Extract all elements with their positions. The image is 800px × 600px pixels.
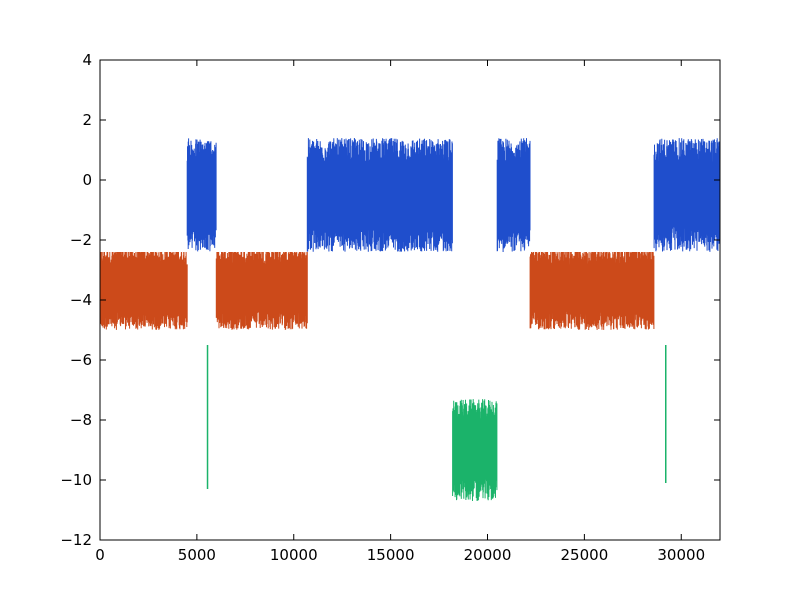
y-tick-label: 4 — [82, 51, 92, 69]
series-mid-segment-1 — [215, 251, 308, 330]
series-low — [206, 345, 667, 502]
series-mid-segment-2 — [529, 251, 655, 331]
series-high-segment-3 — [653, 138, 720, 252]
x-tick-label: 30000 — [657, 546, 705, 564]
x-tick-label: 0 — [95, 546, 105, 564]
series-mid-segment-0 — [100, 251, 188, 330]
series-high-segment-1 — [306, 137, 453, 252]
y-axis: −12 −10 −8 −6 −4 −2 0 2 4 — [60, 51, 720, 549]
series-mid — [100, 251, 655, 331]
x-tick-label: 10000 — [270, 546, 318, 564]
x-tick-label: 5000 — [178, 546, 216, 564]
series-low-segment-0 — [452, 399, 498, 502]
series-high — [186, 137, 720, 253]
x-tick-label: 20000 — [464, 546, 512, 564]
x-tick-label: 15000 — [367, 546, 415, 564]
x-axis: 0 5000 10000 15000 20000 25000 30000 — [95, 60, 705, 564]
y-tick-label: −8 — [70, 411, 92, 429]
y-tick-label: −10 — [60, 471, 92, 489]
y-tick-label: −4 — [70, 291, 92, 309]
x-tick-label: 25000 — [561, 546, 609, 564]
y-tick-label: −6 — [70, 351, 92, 369]
plot-area — [100, 137, 720, 502]
series-high-segment-2 — [496, 138, 531, 253]
y-tick-label: −2 — [70, 231, 92, 249]
y-tick-label: 0 — [82, 171, 92, 189]
y-tick-label: 2 — [82, 111, 92, 129]
series-high-segment-0 — [186, 138, 217, 252]
y-tick-label: −12 — [60, 531, 92, 549]
